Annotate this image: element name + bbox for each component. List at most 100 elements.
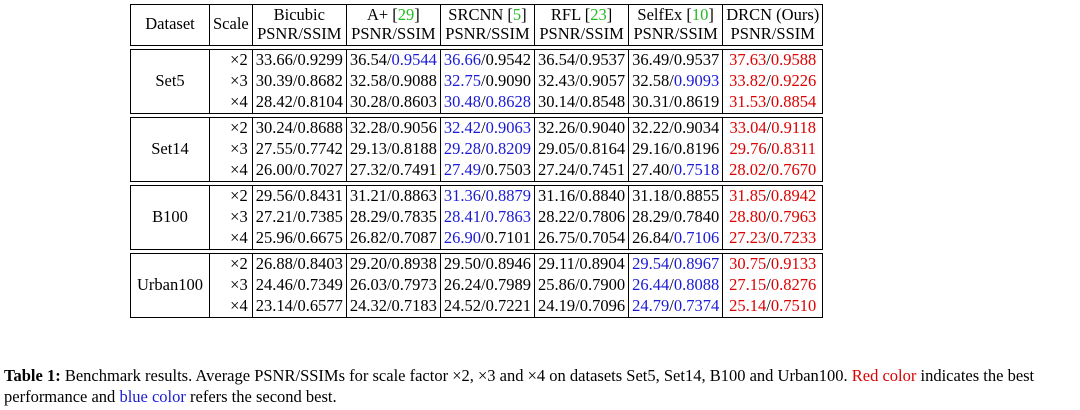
ssim-value: 0.8682 (297, 70, 343, 90)
psnr-value: 30.48 (443, 91, 482, 111)
dataset-name: B100 (130, 184, 210, 250)
table-row: ×3 27.21/0.7385 28.29/0.7835 28.41/0.7863 28… (131, 206, 824, 228)
ssim-value: 0.9034 (673, 117, 720, 137)
metric-cell: 29.54/0.8967 (628, 252, 724, 275)
citation-ref: 10 (691, 5, 709, 24)
ssim-value: 0.7349 (297, 274, 343, 294)
ssim-value: 0.8276 (770, 274, 817, 294)
psnr-value: 27.32 (349, 159, 387, 179)
metric-cell: 32.43/0.9057 (534, 70, 630, 92)
psnr-value: 27.23 (729, 227, 767, 247)
metric-cell: 28.29/0.7840 (628, 206, 724, 228)
psnr-value: 27.21 (255, 206, 293, 226)
ssim-value: 0.7900 (579, 274, 626, 294)
psnr-value: 32.42 (443, 117, 482, 137)
ssim-value: 0.9537 (673, 49, 720, 69)
psnr-value: 32.28 (349, 117, 387, 137)
metric-cell: 36.49/0.9537 (628, 48, 724, 71)
metric-cell: 33.82/0.9226 (722, 70, 824, 92)
ssim-value: 0.9226 (770, 70, 817, 90)
metric-cell: 24.79/0.7374 (628, 295, 724, 318)
metric-cell: 28.29/0.7835 (345, 206, 441, 228)
ssim-value: 0.8196 (673, 138, 720, 158)
metric-cell: 28.80/0.7963 (722, 206, 824, 228)
ssim-value: 0.7806 (579, 206, 626, 226)
metric-cell: 24.19/0.7096 (534, 295, 630, 318)
psnr-value: 28.02 (729, 159, 767, 179)
psnr-value: 33.82 (729, 70, 767, 90)
psnr-value: 31.21 (349, 185, 387, 205)
metric-cell: 36.54/0.9537 (534, 48, 630, 71)
ssim-value: 0.7510 (770, 295, 817, 315)
metric-cell: 31.16/0.8840 (534, 184, 630, 207)
ssim-value: 0.8688 (297, 117, 343, 137)
ssim-value: 0.9063 (485, 117, 532, 137)
psnr-value: 31.16 (538, 185, 576, 205)
ssim-value: 0.8311 (771, 138, 816, 158)
metric-cell: 28.02/0.7670 (722, 159, 824, 182)
psnr-value: 27.15 (729, 274, 767, 294)
scale-cell: ×3 (209, 70, 253, 92)
table-row: Set14 ×2 30.24/0.8688 32.28/0.9056 32.42/0.9… (130, 116, 824, 182)
header-dataset: Dataset (130, 4, 210, 46)
psnr-value: 31.18 (632, 185, 670, 205)
metric-cell: 32.58/0.9088 (345, 70, 441, 92)
psnr-value: 25.14 (729, 295, 767, 315)
ssim-value: 0.9588 (770, 49, 817, 69)
psnr-value: 29.56 (255, 185, 293, 205)
psnr-value: 29.16 (632, 138, 670, 158)
psnr-value: 30.28 (349, 91, 387, 111)
metric-cell: 32.42/0.9063 (439, 116, 536, 139)
ssim-value: 0.8840 (579, 185, 626, 205)
header-method-0: Bicubic PSNR/SSIM (251, 4, 347, 46)
ssim-value: 0.7840 (673, 206, 720, 226)
psnr-value: 30.39 (255, 70, 293, 90)
psnr-value: 32.58 (632, 70, 670, 90)
psnr-value: 24.19 (538, 295, 576, 315)
citation-close: ] (708, 5, 714, 24)
psnr-value: 33.04 (729, 117, 767, 137)
scale-cell: ×3 (209, 206, 253, 228)
metric-cell: 24.52/0.7221 (439, 295, 536, 318)
psnr-value: 29.54 (632, 253, 670, 273)
ssim-value: 0.9133 (770, 253, 817, 273)
ssim-value: 0.7973 (391, 274, 437, 294)
psnr-value: 28.41 (443, 206, 482, 226)
citation-ref: 29 (397, 5, 415, 24)
metric-cell: 31.85/0.8942 (722, 184, 824, 207)
psnr-value: 36.66 (443, 49, 482, 69)
table-row: ×4 25.96/0.6675 26.82/0.7087 26.90/0.7101 26… (131, 227, 824, 250)
ssim-value: 0.7087 (391, 227, 437, 247)
metric-cell: 26.84/0.7106 (628, 227, 724, 250)
metric-cell: 33.04/0.9118 (722, 116, 824, 139)
metric-cell: 29.05/0.8164 (534, 138, 630, 160)
metric-cell: 29.13/0.8188 (345, 138, 441, 160)
metric-cell: 27.24/0.7451 (534, 159, 630, 182)
psnr-value: 37.63 (729, 49, 767, 69)
ssim-value: 0.8967 (673, 253, 720, 273)
metric-cell: 32.75/0.9090 (439, 70, 536, 92)
metric-cell: 27.40/0.7518 (628, 159, 724, 182)
metric-cell: 27.49/0.7503 (439, 159, 536, 182)
metric-cell: 29.20/0.8938 (345, 252, 441, 275)
metric-cell: 30.31/0.8619 (628, 91, 724, 114)
ssim-value: 0.7989 (485, 274, 532, 294)
psnr-value: 32.75 (443, 70, 482, 90)
psnr-value: 26.00 (255, 159, 293, 179)
method-name: SRCNN [ (448, 5, 513, 24)
caption-text-1: Benchmark results. Average PSNR/SSIMs fo… (60, 366, 852, 385)
metric-cell: 30.24/0.8688 (251, 116, 347, 139)
table-row: ×3 30.39/0.8682 32.58/0.9088 32.75/0.9090 32… (131, 70, 824, 92)
metric-cell: 26.88/0.8403 (251, 252, 347, 275)
ssim-value: 0.7451 (579, 159, 626, 179)
scale-cell: ×4 (209, 227, 253, 250)
psnr-value: 28.29 (349, 206, 387, 226)
psnr-value: 30.24 (255, 117, 293, 137)
metric-label: PSNR/SSIM (539, 23, 624, 43)
metric-cell: 24.46/0.7349 (251, 274, 347, 296)
caption-red-text: Red color (851, 366, 917, 385)
ssim-value: 0.7503 (485, 159, 532, 179)
psnr-value: 28.42 (255, 91, 293, 111)
metric-cell: 37.63/0.9588 (722, 48, 824, 71)
table-row: Set5 ×2 33.66/0.9299 36.54/0.9544 36.66/0.95… (130, 48, 824, 114)
